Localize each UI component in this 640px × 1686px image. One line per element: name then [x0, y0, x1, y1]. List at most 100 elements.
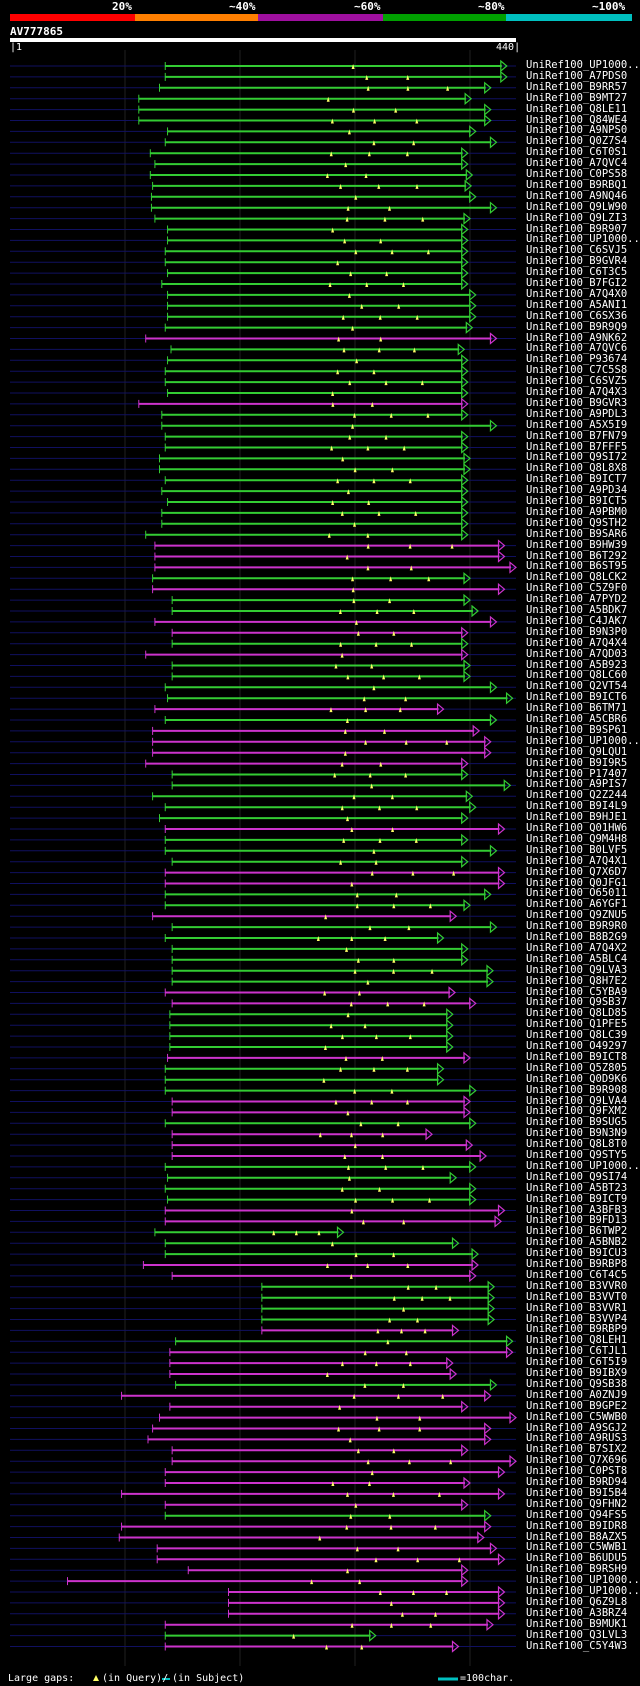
hit-label[interactable]: UniRef100_C0PST8 [526, 1465, 628, 1478]
hit-label[interactable]: UniRef100_Q7X6D7 [526, 865, 628, 878]
hit-label[interactable]: UniRef100_B9SAR6 [526, 527, 628, 540]
hit-label[interactable]: UniRef100_B3VVT0 [526, 1290, 628, 1303]
hit-label[interactable]: UniRef100_Q0D9K6 [526, 1072, 628, 1085]
hit-label[interactable]: UniRef100_P17407 [526, 767, 628, 780]
hit-label[interactable]: UniRef100_B9R907 [526, 222, 628, 235]
hit-label[interactable]: UniRef100_Q8L8X8 [526, 462, 628, 475]
hit-label[interactable]: UniRef100_A7Q4X1 [526, 854, 628, 867]
hit-label[interactable]: UniRef100_B9I9R5 [526, 756, 628, 769]
hit-label[interactable]: UniRef100_O49297 [526, 1040, 628, 1052]
hit-label[interactable]: UniRef100_B9GPE2 [526, 1399, 628, 1412]
hit-label[interactable]: UniRef100_Q8L8T0 [526, 1138, 628, 1151]
hit-label[interactable]: UniRef100_Q9STY5 [526, 1149, 628, 1161]
hit-label[interactable]: UniRef100_B3VVP4 [526, 1312, 628, 1325]
hit-label[interactable]: UniRef100_C4JAK7 [526, 614, 628, 627]
hit-label[interactable]: UniRef100_B9ICT5 [526, 495, 628, 507]
hit-label[interactable]: UniRef100_B9FD13 [526, 1214, 628, 1227]
hit-label[interactable]: UniRef100_A9PDL3 [526, 407, 628, 420]
hit-label[interactable]: UniRef100_Q9LW90 [526, 200, 628, 213]
hit-label[interactable]: UniRef100_B9ICT6 [526, 691, 628, 704]
hit-label[interactable]: UniRef100_B9GVR4 [526, 255, 628, 268]
hit-label[interactable]: UniRef100_A3BFB3 [526, 1203, 628, 1216]
hit-label[interactable]: UniRef100_B8B2G9 [526, 931, 628, 943]
hit-label[interactable]: UniRef100_C6SX36 [526, 309, 628, 322]
hit-label[interactable]: UniRef100_A6YGF1 [526, 898, 628, 911]
hit-label[interactable]: UniRef100_C5WWB0 [526, 1410, 628, 1423]
hit-label[interactable]: UniRef100_Q8LC60 [526, 669, 628, 682]
hit-label[interactable]: UniRef100_A3BRZ4 [526, 1606, 628, 1619]
hit-label[interactable]: UniRef100_Q9SI72 [526, 451, 628, 464]
hit-label[interactable]: UniRef100_A0ZNJ9 [526, 1388, 628, 1401]
hit-label[interactable]: UniRef100_A9PD34 [526, 484, 628, 497]
hit-label[interactable]: UniRef100_A9SGJ2 [526, 1421, 628, 1434]
hit-label[interactable]: UniRef100_B0LVF5 [526, 843, 628, 856]
hit-label[interactable]: UniRef100_A5ANI1 [526, 298, 628, 311]
hit-label[interactable]: UniRef100_A7Q4X0 [526, 287, 628, 300]
hit-label[interactable]: UniRef100_Q8LE11 [526, 102, 628, 115]
hit-label[interactable]: UniRef100_B7SIX2 [526, 1443, 628, 1456]
hit-label[interactable]: UniRef100_B6TM71 [526, 702, 628, 715]
hit-label[interactable]: UniRef100_B9I4L9 [526, 800, 628, 813]
hit-label[interactable]: UniRef100_B6UDU5 [526, 1552, 628, 1565]
hit-label[interactable]: UniRef100_Q8LCK2 [526, 571, 628, 584]
hit-label[interactable]: UniRef100_C6TJL1 [526, 1345, 628, 1358]
hit-label[interactable]: UniRef100_B6T292 [526, 549, 628, 562]
hit-label[interactable]: UniRef100_C6T5I9 [526, 1356, 628, 1369]
hit-label[interactable]: UniRef100_Q9SB38 [526, 1377, 628, 1390]
hit-label[interactable]: UniRef100_B9R9Q9 [526, 320, 628, 333]
hit-label[interactable]: UniRef100_B9N3P0 [526, 625, 628, 638]
hit-label[interactable]: UniRef100_A5BT23 [526, 1181, 628, 1194]
hit-label[interactable]: UniRef100_A5BNB2 [526, 1236, 628, 1249]
hit-label[interactable]: UniRef100_C0PS58 [526, 168, 628, 180]
hit-label[interactable]: UniRef100_C6T3C5 [526, 266, 628, 279]
hit-label[interactable]: UniRef100_B9R908 [526, 1083, 628, 1096]
hit-label[interactable]: UniRef100_B9N3N9 [526, 1127, 628, 1140]
hit-label[interactable]: UniRef100_Q7X696 [526, 1454, 628, 1467]
hit-label[interactable]: UniRef100_B9RSH9 [526, 1563, 628, 1576]
hit-label[interactable]: UniRef100_B6ST95 [526, 560, 628, 573]
hit-label[interactable]: UniRef100_Q01HW6 [526, 822, 628, 834]
hit-label[interactable]: UniRef100_A9RUS3 [526, 1432, 628, 1445]
hit-label[interactable]: UniRef100_B9ICT8 [526, 1050, 628, 1063]
hit-label[interactable]: UniRef100_B9I5B4 [526, 1486, 628, 1499]
hit-label[interactable]: UniRef100_Q9LZI3 [526, 211, 628, 224]
hit-label[interactable]: UniRef100_Q1PFE5 [526, 1018, 628, 1031]
hit-label[interactable]: UniRef100_Q9SB37 [526, 996, 628, 1009]
hit-label[interactable]: UniRef100_Q8H7E2 [526, 974, 628, 987]
hit-label[interactable]: UniRef100_Q9M4H8 [526, 832, 628, 845]
hit-label[interactable]: UniRef100_UP1000.. [526, 59, 640, 71]
hit-label[interactable]: UniRef100_C5Y4W3 [526, 1639, 628, 1652]
hit-label[interactable]: UniRef100_Q6Z9L8 [526, 1595, 628, 1608]
hit-label[interactable]: UniRef100_B9HJE1 [526, 811, 628, 824]
hit-label[interactable]: UniRef100_UP1000.. [526, 1585, 640, 1597]
hit-label[interactable]: UniRef100_A7PDS0 [526, 69, 628, 82]
hit-label[interactable]: UniRef100_A5B923 [526, 658, 628, 671]
hit-label[interactable]: UniRef100_A9NPS0 [526, 124, 628, 137]
hit-label[interactable]: UniRef100_B8AZX5 [526, 1530, 628, 1543]
hit-label[interactable]: UniRef100_C6T0S1 [526, 146, 628, 159]
hit-label[interactable]: UniRef100_Q5Z805 [526, 1061, 628, 1074]
hit-label[interactable]: UniRef100_A9NQ46 [526, 189, 628, 202]
hit-label[interactable]: UniRef100_B7FFF5 [526, 440, 628, 453]
hit-label[interactable]: UniRef100_C5WWB1 [526, 1541, 628, 1554]
hit-label[interactable]: UniRef100_Q0JFG1 [526, 876, 628, 889]
hit-label[interactable]: UniRef100_A5X5I9 [526, 418, 628, 431]
hit-label[interactable]: UniRef100_A9PBM0 [526, 505, 628, 518]
hit-label[interactable]: UniRef100_B6TWP2 [526, 1225, 628, 1238]
hit-label[interactable]: UniRef100_B7FGI2 [526, 277, 628, 289]
hit-label[interactable]: UniRef100_UP1000.. [526, 1574, 640, 1587]
hit-label[interactable]: UniRef100_A7Q4X2 [526, 941, 628, 954]
hit-label[interactable]: UniRef100_Q9FXM2 [526, 1105, 628, 1118]
hit-label[interactable]: UniRef100_B9ICT9 [526, 1192, 628, 1205]
hit-label[interactable]: UniRef100_B9SUG5 [526, 1116, 628, 1129]
hit-label[interactable]: UniRef100_B9RR57 [526, 80, 628, 93]
hit-label[interactable]: UniRef100_Q2VT54 [526, 680, 628, 693]
hit-label[interactable]: UniRef100_B9R9R0 [526, 920, 628, 933]
hit-label[interactable]: UniRef100_Q9STH2 [526, 516, 628, 529]
hit-label[interactable]: UniRef100_Q8LC39 [526, 1029, 628, 1042]
hit-label[interactable]: UniRef100_Q2Z244 [526, 789, 628, 802]
hit-label[interactable]: UniRef100_Q8LD85 [526, 1007, 628, 1020]
hit-label[interactable]: UniRef100_B9HW39 [526, 538, 628, 551]
hit-label[interactable]: UniRef100_B9IDR8 [526, 1519, 628, 1532]
hit-label[interactable]: UniRef100_Q9ZNU5 [526, 909, 628, 922]
